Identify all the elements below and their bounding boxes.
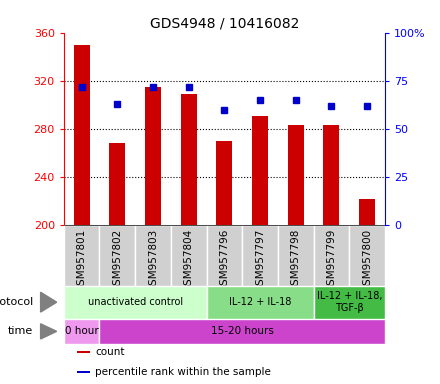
Text: GSM957802: GSM957802 (112, 228, 122, 291)
Bar (359, 199, 375, 225)
FancyBboxPatch shape (314, 225, 349, 286)
Text: unactivated control: unactivated control (88, 297, 183, 307)
Text: 15-20 hours: 15-20 hours (211, 326, 274, 336)
FancyBboxPatch shape (278, 225, 314, 286)
Text: time: time (8, 326, 33, 336)
Text: GSM957801: GSM957801 (77, 228, 87, 291)
FancyBboxPatch shape (242, 225, 278, 286)
FancyBboxPatch shape (64, 286, 206, 319)
Text: protocol: protocol (0, 297, 33, 307)
Bar (323, 126, 340, 225)
Text: GSM957803: GSM957803 (148, 228, 158, 291)
Text: IL-12 + IL-18: IL-12 + IL-18 (229, 297, 291, 307)
FancyBboxPatch shape (314, 286, 385, 319)
Polygon shape (40, 324, 57, 339)
FancyBboxPatch shape (206, 286, 314, 319)
FancyBboxPatch shape (206, 225, 242, 286)
FancyBboxPatch shape (135, 225, 171, 286)
FancyBboxPatch shape (64, 225, 99, 286)
FancyBboxPatch shape (99, 319, 385, 344)
Polygon shape (40, 292, 57, 312)
FancyBboxPatch shape (99, 225, 135, 286)
Bar (77, 371, 90, 373)
Bar (145, 87, 161, 225)
Text: GSM957798: GSM957798 (291, 228, 301, 292)
Text: percentile rank within the sample: percentile rank within the sample (95, 367, 271, 377)
FancyBboxPatch shape (64, 319, 99, 344)
Text: GSM957804: GSM957804 (184, 228, 194, 291)
Text: GSM957800: GSM957800 (362, 228, 372, 291)
Text: 0 hour: 0 hour (65, 326, 99, 336)
Bar (288, 126, 304, 225)
Text: GSM957799: GSM957799 (326, 228, 337, 292)
Text: GSM957796: GSM957796 (220, 228, 229, 292)
Bar (181, 94, 197, 225)
Bar (73, 45, 90, 225)
Text: count: count (95, 347, 125, 357)
FancyBboxPatch shape (349, 225, 385, 286)
FancyBboxPatch shape (171, 225, 206, 286)
Bar (109, 144, 125, 225)
Bar (252, 116, 268, 225)
Bar (216, 141, 232, 225)
Text: GSM957797: GSM957797 (255, 228, 265, 292)
Title: GDS4948 / 10416082: GDS4948 / 10416082 (150, 16, 299, 30)
Bar (77, 351, 90, 353)
Text: IL-12 + IL-18,
TGF-β: IL-12 + IL-18, TGF-β (316, 291, 382, 313)
